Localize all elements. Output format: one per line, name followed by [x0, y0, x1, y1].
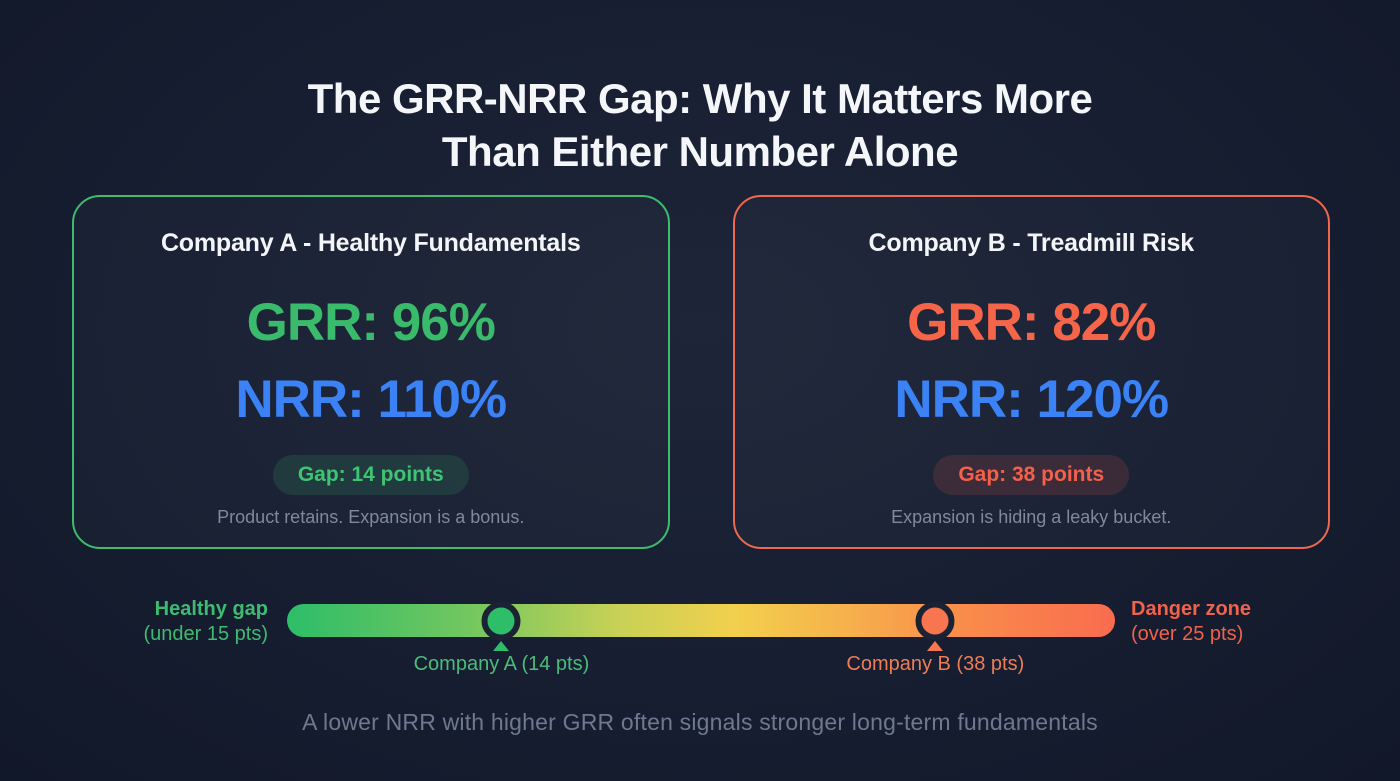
card-a-title: Company A - Healthy Fundamentals [160, 229, 581, 257]
marker-company-a-pointer-icon [493, 641, 510, 651]
card-b-title: Company B - Treadmill Risk [868, 229, 1195, 257]
marker-company-b [915, 601, 955, 640]
card-company-b: Company B - Treadmill Risk GRR: 82% NRR:… [732, 195, 1330, 549]
marker-company-b-label: Company B (38 pts) [846, 653, 1025, 675]
card-a-grr-value: GRR: 96% [246, 293, 496, 352]
card-b-nrr-value: NRR: 120% [894, 370, 1169, 429]
healthy-gap-label-sub: (under 15 pts) [143, 623, 268, 645]
healthy-gap-label-title: Healthy gap [154, 598, 268, 620]
page-title-line-2: Than Either Number Alone [441, 128, 959, 176]
card-b-caption: Expansion is hiding a leaky bucket. [891, 507, 1172, 527]
marker-company-a-label: Company A (14 pts) [413, 653, 590, 675]
danger-zone-label: Danger zone (over 25 pts) [1131, 597, 1371, 647]
card-b-grr-value: GRR: 82% [907, 293, 1156, 352]
danger-zone-label-title: Danger zone [1131, 598, 1252, 620]
card-company-a: Company A - Healthy Fundamentals GRR: 96… [72, 195, 670, 549]
page-title-line-1: The GRR-NRR Gap: Why It Matters More [307, 75, 1093, 123]
gap-scale-bar: Company A (14 pts) Company B (38 pts) [287, 601, 1115, 675]
footer-note: A lower NRR with higher GRR often signal… [302, 709, 1098, 735]
card-a-caption: Product retains. Expansion is a bonus. [217, 507, 525, 527]
company-cards-row: Company A - Healthy Fundamentals GRR: 96… [72, 195, 1330, 549]
danger-zone-label-sub: (over 25 pts) [1131, 623, 1244, 645]
page-title: The GRR-NRR Gap: Why It Matters More Tha… [0, 72, 1400, 178]
card-b-gap-badge: Gap: 38 points [933, 455, 1130, 495]
marker-company-a [481, 601, 521, 640]
marker-company-b-pointer-icon [927, 641, 944, 651]
healthy-gap-label: Healthy gap (under 15 pts) [40, 597, 268, 647]
card-a-nrr-value: NRR: 110% [235, 370, 507, 429]
card-a-gap-badge: Gap: 14 points [272, 455, 469, 495]
